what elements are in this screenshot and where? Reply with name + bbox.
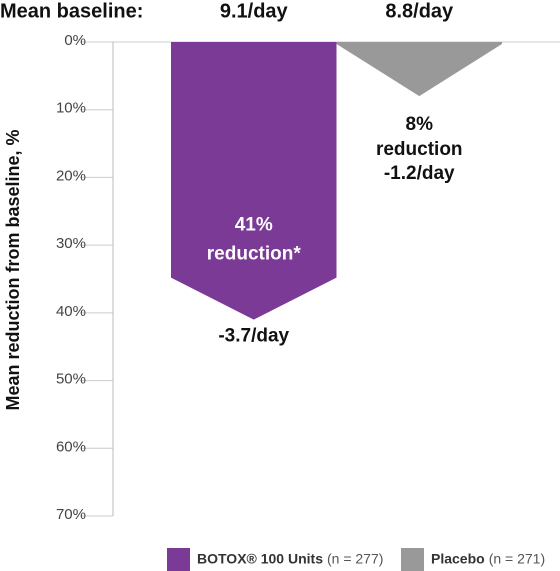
change-label: -1.2/day — [384, 163, 455, 184]
value-note: reduction* — [207, 244, 302, 265]
legend-label: BOTOX® 100 Units — [197, 551, 323, 567]
y-tick-label: 10% — [56, 100, 86, 117]
value-label: 8% — [406, 114, 434, 135]
legend-n: (n = 277) — [327, 551, 383, 567]
y-tick-label: 40% — [56, 303, 86, 320]
bar — [171, 42, 337, 320]
y-tick-label: 60% — [56, 438, 86, 455]
baseline-value: 9.1/day — [220, 0, 289, 22]
legend-swatch — [401, 548, 424, 571]
y-tick-label: 0% — [64, 32, 86, 49]
y-tick-label: 20% — [56, 167, 86, 184]
legend-label: Placebo — [431, 551, 485, 567]
change-label: -3.7/day — [218, 326, 289, 347]
y-tick-label: 30% — [56, 235, 86, 252]
y-axis-title: Mean reduction from baseline, % — [3, 129, 23, 410]
value-note: reduction — [376, 139, 463, 160]
baseline-value: 8.8/day — [385, 0, 454, 22]
legend-n: (n = 271) — [489, 551, 545, 567]
y-tick-label: 70% — [56, 506, 86, 523]
legend-swatch — [167, 548, 190, 571]
bar — [336, 42, 502, 97]
value-label: 41% — [235, 215, 273, 236]
y-tick-label: 50% — [56, 371, 86, 388]
header: Mean baseline: — [0, 0, 143, 22]
